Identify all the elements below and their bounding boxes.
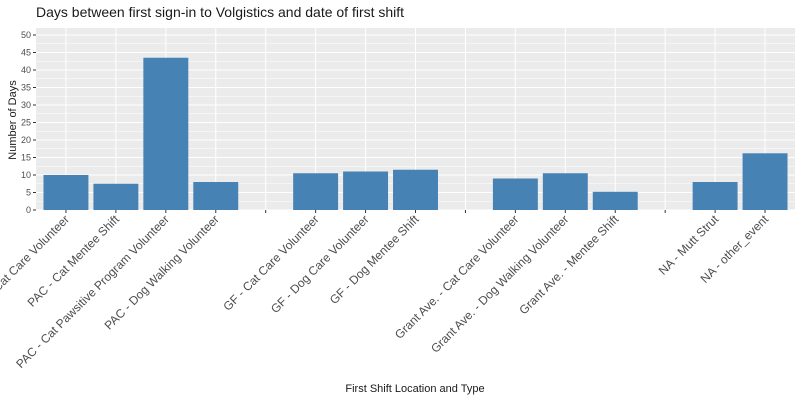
chart-title: Days between first sign-in to Volgistics… [36, 4, 404, 20]
bar [343, 171, 389, 210]
bar [293, 173, 339, 210]
x-tick-label: PAC - Cat Mentee Shift [25, 212, 123, 310]
bar [742, 153, 788, 210]
bar [692, 182, 738, 210]
x-tick-label: Grant Ave. - Mentee Shift [516, 212, 621, 317]
y-tick-label: 10 [21, 170, 31, 180]
bar [93, 183, 139, 210]
y-tick-label: 35 [21, 83, 31, 93]
bar [43, 175, 89, 210]
x-axis-title: First Shift Location and Type [345, 383, 484, 395]
bar [542, 173, 588, 210]
y-tick-label: 50 [21, 30, 31, 40]
bar [393, 169, 438, 210]
y-tick-label: 0 [26, 205, 31, 215]
y-tick-label: 5 [26, 188, 31, 198]
bar [492, 178, 538, 210]
y-tick-label: 45 [21, 48, 31, 58]
bar [193, 182, 239, 210]
bar [143, 57, 189, 210]
x-tick-label: GF - Dog Care Volunteer [268, 212, 372, 316]
y-tick-label: 25 [21, 118, 31, 128]
y-axis: 0 5 10 15 20 25 30 35 40 45 50 [21, 30, 36, 215]
bars [43, 57, 788, 210]
x-tick-label: GF - Dog Mentee Shift [327, 212, 422, 307]
bar [592, 191, 638, 210]
y-tick-label: 15 [21, 153, 31, 163]
y-tick-label: 40 [21, 65, 31, 75]
y-tick-label: 20 [21, 135, 31, 145]
y-tick-label: 30 [21, 100, 31, 110]
y-axis-title: Number of Days [7, 80, 19, 160]
x-tick-label: GF - Cat Care Volunteer [220, 212, 321, 313]
